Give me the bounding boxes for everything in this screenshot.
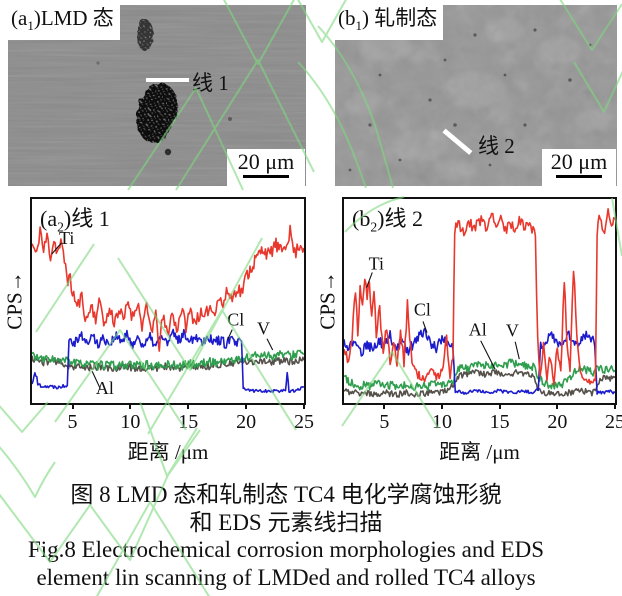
panel-tag-b1: (b1) 轧制态 xyxy=(335,5,444,41)
annotation-leader-v xyxy=(266,338,274,351)
x-tick xyxy=(303,403,305,409)
x-tick-label: 15 xyxy=(178,411,199,433)
panel-tag-sub: 1 xyxy=(27,18,34,34)
chart-a2: Ti Cl V Al (a2)线 1 5 10 15 20 25 xyxy=(30,197,314,433)
x-tick xyxy=(614,403,616,409)
micrograph-b1: (b1) 轧制态 线 2 20 μm xyxy=(335,5,617,186)
y-axis-label-a2: CPS→ xyxy=(2,271,27,330)
chart-title-rest: )线 2 xyxy=(377,206,423,231)
x-tick xyxy=(129,403,132,409)
annotation-label-v: V xyxy=(257,319,270,339)
annotation-label-al: Al xyxy=(469,320,487,340)
panel-tag-prefix: (b xyxy=(338,6,356,30)
x-tick-label: 15 xyxy=(489,411,510,433)
scale-bar-box-b1: 20 μm xyxy=(542,149,616,186)
scan-line-2-label: 线 2 xyxy=(478,134,515,158)
annotation-label-ti: Ti xyxy=(369,253,384,273)
scan-line-1-label: 线 1 xyxy=(192,71,229,95)
x-tick-label: 25 xyxy=(294,411,314,433)
x-tick xyxy=(71,403,74,409)
annotation-label-v: V xyxy=(506,321,519,341)
chart-b2: Ti Cl Al V (b2)线 2 5 10 15 20 25 xyxy=(342,197,622,433)
annotation-leader-ti xyxy=(365,272,373,288)
annotation-leader-cl xyxy=(422,321,428,333)
x-tick xyxy=(498,403,501,409)
x-axis-label-b2: 距离 /μm xyxy=(439,440,520,464)
caption-en-line1: Fig.8 Electrochemical corrosion morpholo… xyxy=(27,537,545,562)
chart-title-prefix: (b xyxy=(352,206,371,231)
chart-title-a2: (a2)线 1 xyxy=(40,201,110,235)
annotation-label-cl: Cl xyxy=(414,299,431,319)
caption-zh-line2: 和 EDS 元素线扫描 xyxy=(189,510,383,535)
series-al-line xyxy=(344,369,615,398)
annotation-label-ti: Ti xyxy=(59,228,74,248)
annotation-leader-v xyxy=(514,341,520,360)
scale-bar xyxy=(556,175,602,178)
panel-title: )LMD 态 xyxy=(33,6,114,30)
panel-title: ) 轧制态 xyxy=(362,6,438,30)
x-tick-label: 5 xyxy=(379,411,390,433)
scan-line-1 xyxy=(146,78,189,82)
x-axis-label-a2: 距离 /μm xyxy=(127,440,209,464)
panel-tag-prefix: (a xyxy=(11,6,28,30)
x-tick xyxy=(383,403,386,409)
x-tick-label: 25 xyxy=(605,411,622,433)
x-tick-label: 20 xyxy=(236,411,257,433)
chart-title-rest: )线 1 xyxy=(63,206,110,231)
x-tick-label: 5 xyxy=(67,411,78,433)
chart-title-b2: (b2)线 2 xyxy=(352,201,423,235)
scale-bar-text: 20 μm xyxy=(237,149,295,174)
x-tick xyxy=(556,403,559,409)
x-tick-label: 10 xyxy=(432,411,453,433)
x-tick-label: 10 xyxy=(120,411,141,433)
micrograph-a1: (a1)LMD 态 线 1 20 μm xyxy=(8,5,306,186)
annotation-label-al: Al xyxy=(96,378,114,398)
scale-bar xyxy=(243,175,289,178)
annotation-label-cl: Cl xyxy=(227,310,244,330)
y-axis-label-b2: CPS→ xyxy=(315,271,340,330)
chart-title-prefix: (a xyxy=(40,206,58,231)
scale-bar-box-a1: 20 μm xyxy=(227,149,305,186)
x-tick xyxy=(187,403,190,409)
caption-en-line2: element lin scanning of LMDed and rolled… xyxy=(36,565,536,590)
x-tick xyxy=(245,403,248,409)
x-tick xyxy=(441,403,444,409)
x-tick-label: 20 xyxy=(547,411,568,433)
scale-bar-text: 20 μm xyxy=(550,149,608,174)
annotation-leader-al xyxy=(480,340,496,370)
chart-title-sub: 2 xyxy=(57,219,64,235)
panel-tag-a1: (a1)LMD 态 xyxy=(8,5,120,41)
